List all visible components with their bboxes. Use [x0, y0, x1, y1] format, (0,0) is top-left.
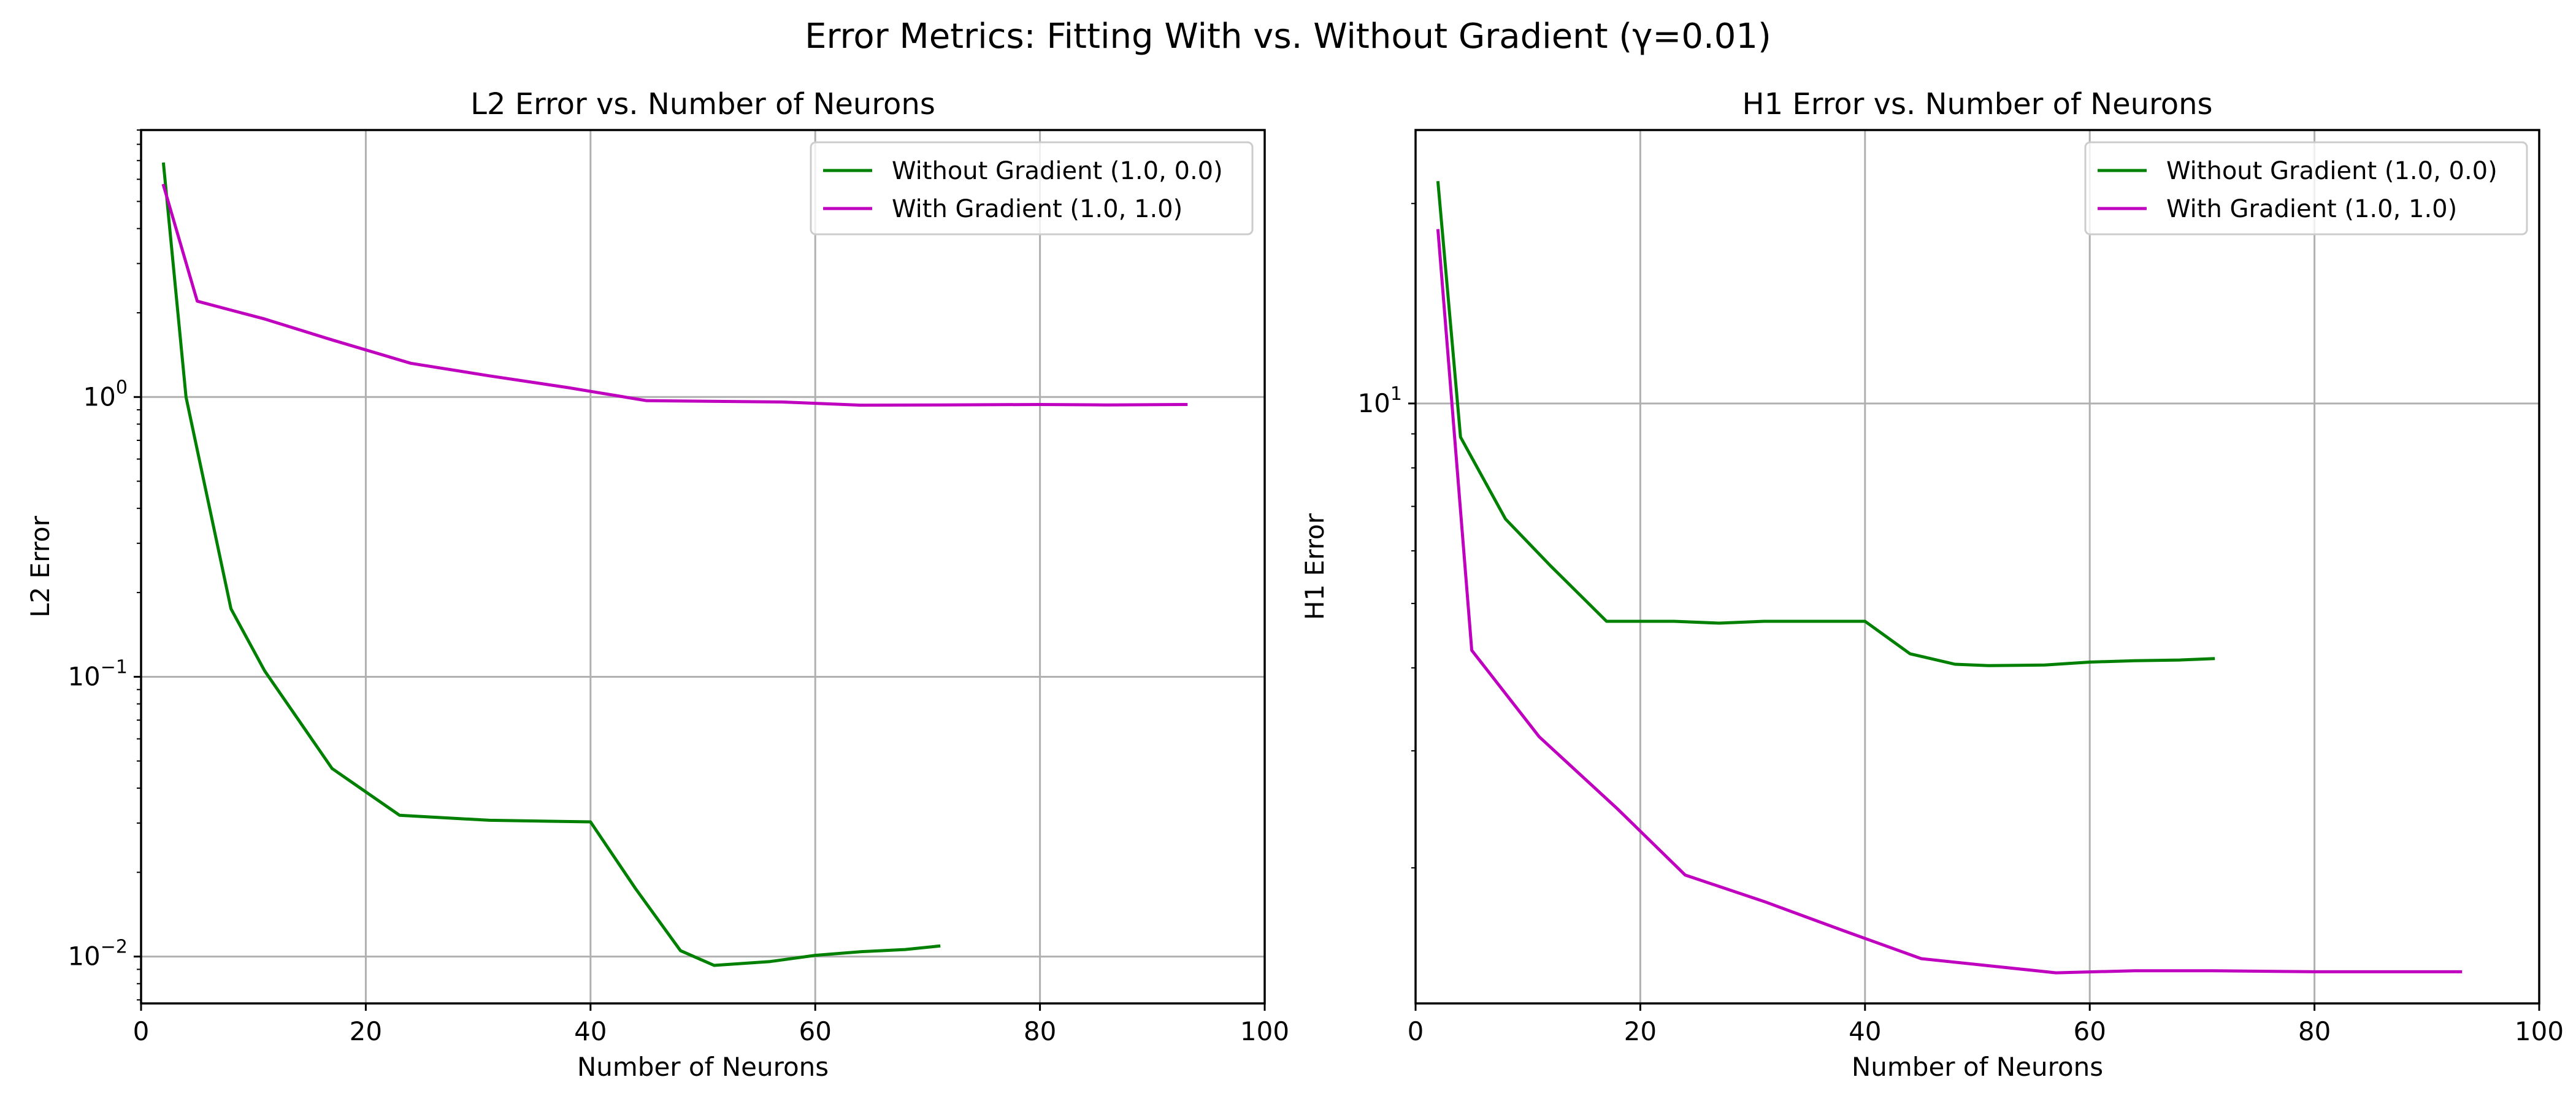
- l2-y-tick-label: 100: [83, 377, 128, 412]
- h1-series-line-without-gradient: [1436, 181, 2215, 667]
- l2-x-tick-label: 100: [1240, 1016, 1289, 1046]
- l2-x-tick-label: 20: [350, 1016, 382, 1046]
- h1-x-tick-label: 40: [1849, 1016, 1881, 1046]
- l2-series-line-with-gradient: [161, 183, 1188, 407]
- l2-x-tick-label: 60: [799, 1016, 831, 1046]
- l2-legend-box: [810, 141, 1254, 236]
- l2-x-tick-label: 80: [1024, 1016, 1056, 1046]
- l2-error-panel: 0 20 40 60 80 100 10−2 10−1 100 L2 Error vs. Num…: [25, 87, 1289, 1082]
- h1-x-tick-label: 0: [1408, 1016, 1424, 1046]
- l2-y-axis-label: L2 Error: [25, 515, 55, 618]
- h1-series-line-with-gradient: [1436, 229, 2463, 975]
- l2-legend-label-without-gradient: Without Gradient (1.0, 0.0): [892, 157, 1223, 185]
- figure-title: Error Metrics: Fitting With vs. Without …: [805, 17, 1771, 56]
- l2-y-tick-label: 10−2: [67, 937, 128, 972]
- l2-axes-frame: [140, 129, 1266, 1005]
- l2-legend: Without Gradient (1.0, 0.0) With Gradien…: [810, 141, 1254, 236]
- l2-ticks: 0 20 40 60 80 100 10−2 10−1 100: [67, 129, 1289, 1046]
- h1-legend-box: [2084, 141, 2528, 236]
- h1-legend-label-with-gradient: With Gradient (1.0, 1.0): [2166, 195, 2457, 223]
- h1-y-axis-label: H1 Error: [1300, 513, 1330, 620]
- h1-x-tick-label: 80: [2298, 1016, 2331, 1046]
- l2-chart-title: L2 Error vs. Number of Neurons: [470, 87, 935, 121]
- l2-y-tick-label: 10−1: [67, 656, 128, 691]
- l2-series-line-without-gradient: [161, 162, 941, 967]
- h1-x-tick-label: 100: [2515, 1016, 2564, 1046]
- l2-x-axis-label: Number of Neurons: [577, 1052, 829, 1082]
- h1-axes-frame: [1414, 129, 2540, 1005]
- l2-x-tick-label: 40: [574, 1016, 607, 1046]
- l2-legend-label-with-gradient: With Gradient (1.0, 1.0): [892, 195, 1183, 223]
- h1-chart-title: H1 Error vs. Number of Neurons: [1742, 87, 2212, 121]
- h1-series-lines: [1436, 181, 2463, 975]
- h1-x-axis-label: Number of Neurons: [1852, 1052, 2103, 1082]
- h1-y-tick-label: 101: [1357, 383, 1402, 418]
- h1-x-tick-label: 20: [1624, 1016, 1657, 1046]
- h1-ticks: 0 20 40 60 80 100 101: [1357, 202, 2564, 1046]
- l2-x-tick-label: 0: [133, 1016, 150, 1046]
- l2-series-lines: [161, 162, 1188, 967]
- h1-error-panel: 0 20 40 60 80 100 101 H1 Error vs. Number of N…: [1300, 87, 2564, 1082]
- h1-legend-label-without-gradient: Without Gradient (1.0, 0.0): [2166, 157, 2497, 185]
- h1-x-tick-label: 60: [2073, 1016, 2106, 1046]
- h1-legend: Without Gradient (1.0, 0.0) With Gradien…: [2084, 141, 2528, 236]
